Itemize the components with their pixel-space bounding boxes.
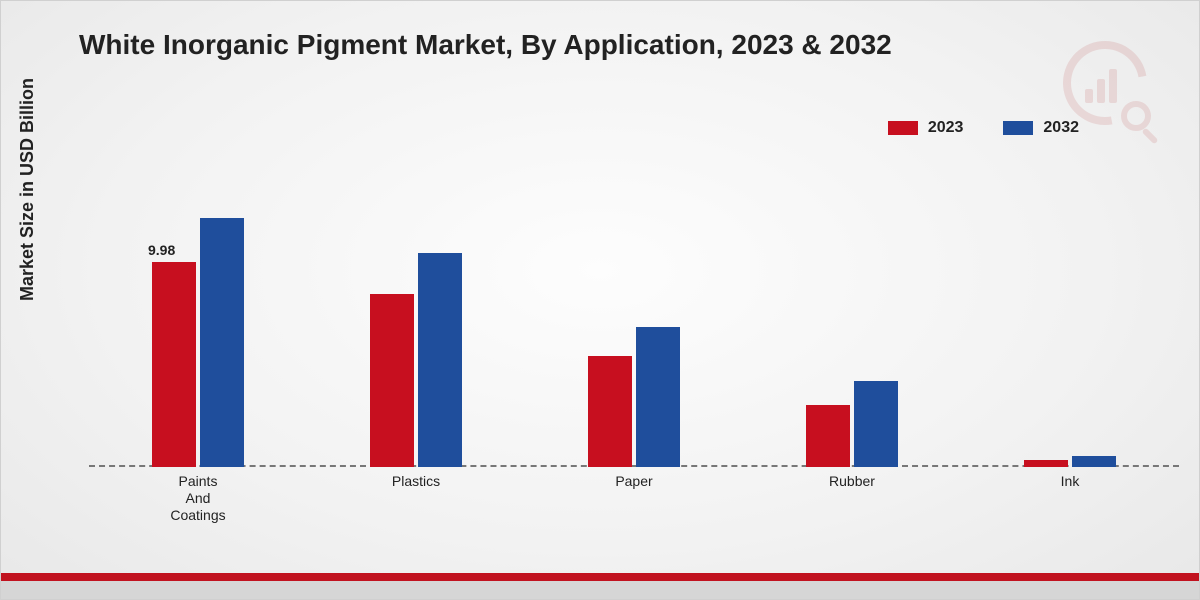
page-title: White Inorganic Pigment Market, By Appli… (79, 29, 892, 61)
y-axis-label: Market Size in USD Billion (17, 78, 38, 301)
bar-group (370, 179, 462, 467)
footer-stripe-grey (1, 581, 1199, 599)
bar-group (588, 179, 680, 467)
legend-item-2023: 2023 (888, 119, 964, 137)
legend-label-2032: 2032 (1043, 119, 1079, 137)
x-tick-label: Paper (584, 467, 684, 519)
footer-stripe-red (1, 573, 1199, 581)
chart-page: White Inorganic Pigment Market, By Appli… (0, 0, 1200, 600)
bar-2032 (1072, 456, 1116, 467)
x-axis-labels: Paints And Coatings Plastics Paper Rubber In… (89, 467, 1179, 519)
bar-2023 (152, 262, 196, 467)
x-tick-label: Rubber (802, 467, 902, 519)
bar-2032 (636, 327, 680, 467)
bar-value-label: 9.98 (148, 242, 175, 258)
bar-2032 (854, 381, 898, 467)
brand-logo (1063, 41, 1147, 125)
legend: 2023 2032 (888, 119, 1079, 137)
x-tick-label: Paints And Coatings (148, 467, 248, 519)
bar-group (806, 179, 898, 467)
bar-2023 (1024, 460, 1068, 467)
bar-2032 (200, 218, 244, 467)
bar-groups: 9.98 (89, 179, 1179, 467)
bar-2023 (588, 356, 632, 467)
x-tick-label: Ink (1020, 467, 1120, 519)
bar-group (1024, 179, 1116, 467)
bar-2023 (370, 294, 414, 467)
legend-swatch-2032 (1003, 121, 1033, 135)
legend-label-2023: 2023 (928, 119, 964, 137)
bar-2023 (806, 405, 850, 467)
legend-item-2032: 2032 (1003, 119, 1079, 137)
bar-group: 9.98 (152, 179, 244, 467)
bar-2032 (418, 253, 462, 467)
legend-swatch-2023 (888, 121, 918, 135)
x-tick-label: Plastics (366, 467, 466, 519)
plot-area: 9.98 Paints And Coatings Plastics Paper Rub… (89, 179, 1179, 519)
